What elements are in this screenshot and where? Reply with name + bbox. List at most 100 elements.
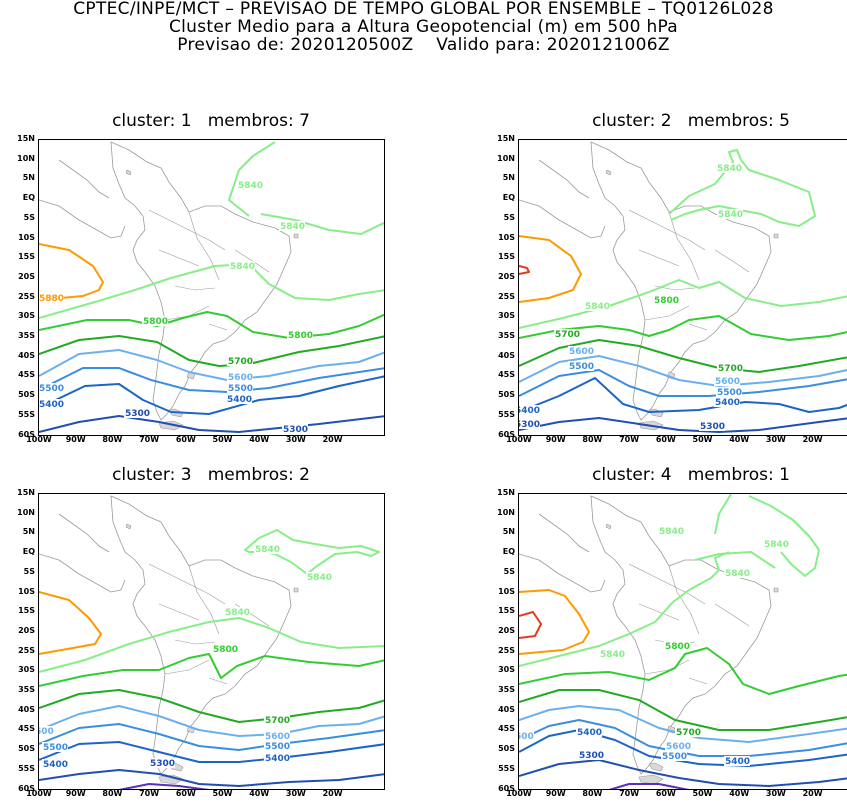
contour-line [39, 591, 102, 655]
coastline [519, 495, 772, 775]
contour-label-bg [264, 753, 290, 763]
contour-label-bg [664, 641, 690, 651]
contour-label: 5400 [227, 395, 252, 405]
contour-line [519, 377, 847, 413]
contour-label: 5840 [238, 181, 263, 191]
longitude-tick-label: 90W [545, 789, 566, 798]
latitude-tick-label: 35S [498, 685, 515, 694]
contour-label: 5300 [700, 422, 725, 432]
contour-line [39, 653, 384, 687]
latitude-tick-label: 50S [18, 744, 35, 754]
longitude-tick-label: 100W [26, 435, 52, 444]
contour-label: 5500 [39, 384, 64, 394]
contour-label-bg [212, 644, 238, 654]
contour-label-bg [675, 727, 701, 737]
longitude-tick-label: 80W [102, 789, 123, 798]
contour-label: 5600 [569, 347, 594, 357]
contour-label: 5840 [600, 650, 625, 660]
contour-line [39, 367, 384, 393]
contour-label: 5840 [718, 210, 743, 220]
contour-line [608, 783, 690, 789]
longitude-tick-label: 40W [249, 789, 270, 798]
island [158, 774, 184, 785]
latitude-tick-label: 10N [497, 153, 515, 163]
contour-label: 5600 [228, 373, 253, 383]
contour-label-bg [714, 397, 740, 407]
contour-label: 5800 [213, 645, 238, 655]
latitude-tick-label: 50S [18, 390, 35, 400]
longitude-tick-label: 90W [545, 435, 566, 444]
contour-line [39, 617, 384, 673]
island [605, 169, 612, 176]
latitude-tick-label: 20S [18, 271, 35, 281]
contour-label-bg [264, 741, 290, 751]
latitude-tick-label: 55S [498, 763, 515, 773]
latitude-tick-label: 55S [18, 763, 35, 773]
contour-label-bg [763, 539, 789, 549]
latitude-tick-label: 35S [498, 331, 515, 340]
contour-line [39, 311, 384, 339]
island [293, 233, 299, 239]
longitude-tick-label: 30W [285, 789, 306, 798]
coastline [39, 495, 292, 775]
latitude-tick-label: EQ [22, 193, 35, 203]
latitude-tick-label: 5S [23, 212, 35, 222]
contour-label-bg [554, 329, 580, 339]
contour-label: 5840 [717, 164, 742, 174]
longitude-tick-label: 80W [582, 435, 603, 444]
contour-label-bg [578, 750, 604, 760]
longitude-tick-label: 70W [139, 789, 160, 798]
contour-label-bg [229, 261, 255, 271]
contour-label: 5700 [555, 330, 580, 340]
contour-line [519, 589, 590, 655]
contour-label-bg [227, 372, 253, 382]
latitude-tick-label: 30S [18, 665, 35, 675]
island [293, 587, 299, 593]
longitude-tick-label: 70W [619, 789, 640, 798]
longitude-tick-label: 60W [175, 435, 196, 444]
longitude-tick-label: 60W [175, 789, 196, 798]
contour-line [39, 769, 384, 787]
contour-line [228, 141, 384, 235]
latitude-tick-label: 10S [498, 232, 515, 242]
map-frame: 5840 5840 5840 5840 5800 5700 5600 600 5500 5400 5… [518, 493, 847, 790]
contour-label: 5700 [676, 728, 701, 738]
contour-label-bg [254, 544, 280, 554]
longitude-tick-label: 50W [692, 789, 713, 798]
contour-label-bg [519, 419, 540, 429]
map-frame: 5840 5840 5840 5800 5700 5700 5600 5600 5500 5500… [518, 139, 847, 436]
latitude-tick-label: 15S [498, 252, 515, 262]
map-frame: 5840 5840 5840 5800 5700 5600 600 5500 5500 5400 5… [38, 493, 385, 790]
contour-line [519, 759, 847, 787]
contour-label-bg [237, 180, 263, 190]
island [125, 169, 132, 176]
latitude-tick-label: 10S [18, 232, 35, 242]
contour-label: 5300 [579, 751, 604, 761]
contour-label: 5800 [654, 296, 679, 306]
contour-label-bg [227, 383, 253, 393]
contour-label-bg [124, 408, 150, 418]
latitude-tick-label: 10S [498, 586, 515, 596]
contour-label: 5700 [718, 364, 743, 374]
contour-label-bg [716, 163, 742, 173]
contour-label-bg [42, 759, 68, 769]
contour-line [519, 369, 847, 397]
contour-label-bg [717, 363, 743, 373]
contour-label: 5400 [725, 757, 750, 767]
latitude-tick-label: 45S [18, 724, 35, 734]
contour-label: 5840 [725, 569, 750, 579]
header-title: CPTEC/INPE/MCT – PREVISAO DE TEMPO GLOBA… [73, 0, 774, 19]
latitude-tick-label: 20S [498, 625, 515, 635]
contour-label-bg [264, 715, 290, 725]
latitude-tick-label: 5S [23, 566, 35, 576]
latitude-tick-label: 55S [18, 409, 35, 419]
contour-label-bg [224, 607, 250, 617]
island [773, 233, 779, 239]
latitude-tick-label: 5N [22, 173, 35, 183]
map-canvas: 5840584058405800570057005600560055005500… [519, 141, 847, 433]
contour-label-bg [227, 356, 253, 366]
latitude-tick-label: 5S [503, 212, 515, 222]
contour-line [39, 243, 104, 301]
contour-label-bg [584, 301, 610, 311]
